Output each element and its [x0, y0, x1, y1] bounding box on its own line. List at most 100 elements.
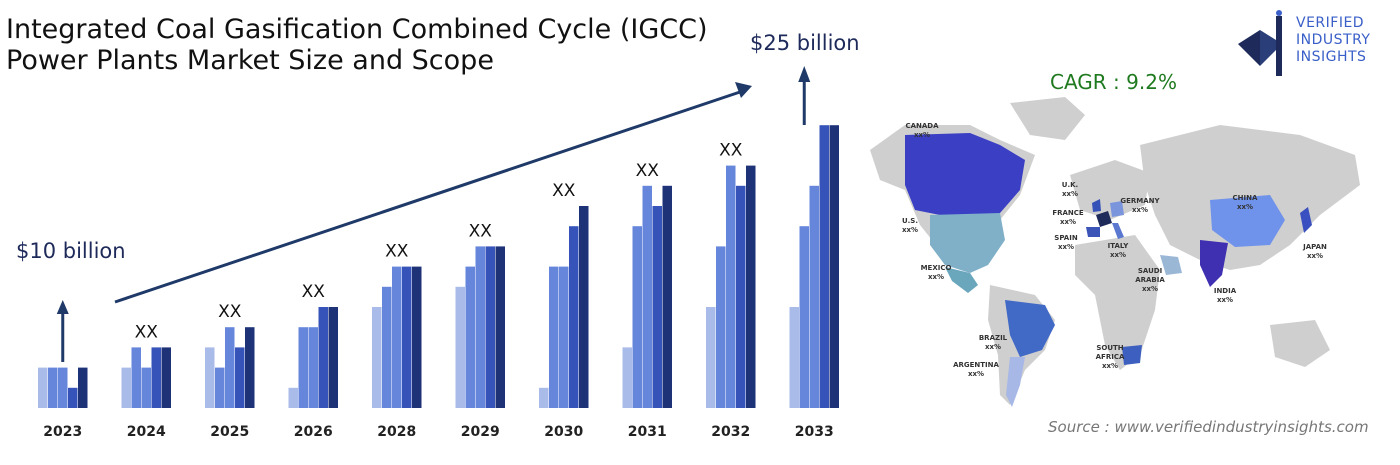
europe-shape [1070, 160, 1150, 220]
bar-2030-s4 [569, 226, 579, 408]
x-tick-label: 2033 [795, 424, 834, 440]
map-label-saudi-arabia: SAUDI ARABIA xx% [1135, 267, 1165, 293]
bar-2024-s3 [141, 367, 151, 408]
spain-region [1086, 227, 1100, 237]
argentina-region [1006, 357, 1025, 407]
australia-shape [1270, 320, 1330, 367]
bar-2031-s4 [652, 206, 662, 408]
map-label-mexico: MEXICO xx% [921, 264, 952, 281]
bar-2026-s3 [308, 327, 318, 408]
bar-2025-s3 [225, 327, 235, 408]
map-label-canada: CANADA xx% [905, 122, 939, 139]
logo-wordmark: VERIFIED INDUSTRY INSIGHTS [1296, 15, 1370, 66]
bar-2030-s3 [559, 266, 569, 408]
chart-title: Integrated Coal Gasification Combined Cy… [6, 14, 708, 76]
bar-2031-s5 [662, 185, 672, 408]
bar-2032-s4 [736, 185, 746, 408]
us-region [930, 213, 1005, 273]
start-up-arrow-head [56, 300, 69, 314]
company-logo: VERIFIED INDUSTRY INSIGHTS [1236, 10, 1396, 80]
bar-2023-s2 [48, 367, 58, 408]
brazil-region [1005, 300, 1055, 357]
value-label: XX [302, 282, 326, 302]
x-tick-label: 2031 [628, 424, 667, 440]
bar-chart: 2023 2024 XX 2025 XX 2026 XX 2028 XX 2029 XX 2030 XX… [16, 31, 860, 440]
x-tick-label: 2028 [377, 424, 416, 440]
south-africa-region [1122, 345, 1142, 365]
map-label-brazil: BRAZIL xx% [979, 334, 1008, 351]
france-region [1096, 211, 1112, 227]
bar-2025-s5 [245, 327, 255, 408]
greenland-shape [1010, 97, 1085, 140]
bar-2028-s1 [372, 307, 382, 408]
germany-region [1110, 201, 1124, 217]
mexico-region [945, 267, 978, 293]
source-text: Source : www.verifiedindustryinsights.co… [1048, 418, 1369, 436]
bar-2030-s1 [539, 387, 549, 408]
logo-mark-icon [1238, 10, 1282, 76]
bar-2033-s2 [799, 226, 809, 408]
logo-line-1: VERIFIED [1296, 15, 1365, 31]
bar-2023-s5 [78, 367, 88, 408]
bar-2033-s5 [829, 125, 839, 408]
bar-2026-s1 [288, 387, 298, 408]
bar-2031-s1 [622, 347, 632, 408]
bar-2029-s1 [455, 286, 465, 408]
trend-arrow-shaft [114, 90, 741, 304]
title-line-2: Power Plants Market Size and Scope [6, 45, 494, 76]
x-tick-label: 2023 [43, 424, 82, 440]
bar-2024-s2 [131, 347, 141, 408]
bar-2029-s2 [465, 266, 475, 408]
bar-2031-s3 [642, 185, 652, 408]
bar-2024-s4 [151, 347, 161, 408]
bar-2023-s4 [68, 387, 78, 408]
bar-2028-s4 [402, 266, 412, 408]
value-label: XX [385, 242, 409, 262]
map-label-italy: ITALY xx% [1108, 242, 1130, 259]
bar-2024-s1 [121, 367, 131, 408]
map-label-france: FRANCE xx% [1052, 209, 1084, 226]
bar-2028-s5 [412, 266, 422, 408]
map-label-u-s-: U.S. xx% [902, 217, 918, 234]
end-value-annotation: $25 billion [750, 31, 860, 55]
logo-line-3: INSIGHTS [1296, 49, 1367, 65]
value-label: XX [552, 181, 576, 201]
map-label-spain: SPAIN xx% [1054, 234, 1078, 251]
start-value-annotation: $10 billion [16, 239, 126, 263]
uk-region [1092, 199, 1101, 212]
bar-2033-s4 [819, 125, 829, 408]
bar-2029-s5 [495, 246, 505, 408]
bar-2032-s2 [716, 246, 726, 408]
x-tick-label: 2032 [711, 424, 750, 440]
map-label-india: INDIA xx% [1214, 287, 1237, 304]
bar-2026-s2 [298, 327, 308, 408]
map-label-germany: GERMANY xx% [1120, 197, 1160, 214]
x-tick-label: 2029 [461, 424, 500, 440]
bar-2026-s4 [318, 307, 328, 408]
map-label-argentina: ARGENTINA xx% [953, 361, 999, 378]
bar-2033-s3 [809, 185, 819, 408]
bar-2033-s1 [789, 307, 799, 408]
canada-region [905, 133, 1025, 220]
japan-region [1300, 207, 1312, 233]
bar-2028-s2 [382, 286, 392, 408]
bar-2025-s1 [205, 347, 215, 408]
italy-region [1112, 223, 1124, 239]
logo-line-2: INDUSTRY [1296, 32, 1371, 48]
bar-2023-s3 [58, 367, 68, 408]
saudi-region [1160, 255, 1182, 275]
value-label: XX [719, 141, 743, 161]
bar-2032-s5 [746, 165, 756, 408]
x-tick-label: 2030 [544, 424, 583, 440]
map-label-japan: JAPAN xx% [1302, 243, 1327, 260]
bar-2030-s2 [549, 266, 559, 408]
india-region [1200, 240, 1228, 287]
bar-2031-s2 [632, 226, 642, 408]
bar-2032-s3 [726, 165, 736, 408]
cagr-label: CAGR : 9.2% [1050, 70, 1177, 94]
world-map: CANADA xx% U.S. xx% MEXICO xx% BRAZIL xx% ARGENT… [870, 97, 1360, 407]
x-tick-label: 2024 [127, 424, 166, 440]
bar-2032-s1 [706, 307, 716, 408]
trend-arrow-head [735, 82, 752, 98]
bar-2023-s1 [38, 367, 48, 408]
